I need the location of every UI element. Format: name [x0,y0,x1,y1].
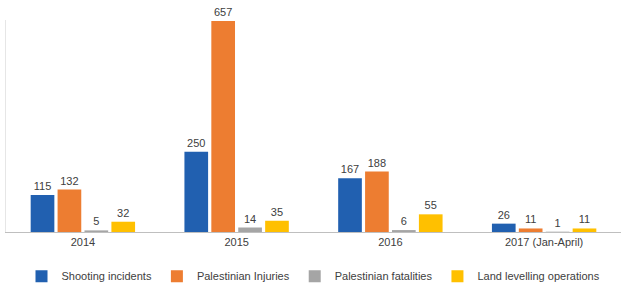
svg-text:Shooting incidents: Shooting incidents [62,270,152,282]
svg-text:Palestinian fatalities: Palestinian fatalities [335,270,433,282]
svg-text:2015: 2015 [224,236,248,248]
svg-text:2017 (Jan-April): 2017 (Jan-April) [505,236,583,248]
svg-text:32: 32 [117,207,129,219]
svg-text:26: 26 [498,209,510,221]
svg-text:35: 35 [271,206,283,218]
svg-text:2016: 2016 [378,236,402,248]
svg-text:250: 250 [187,137,205,149]
svg-text:14: 14 [244,213,256,225]
svg-text:1: 1 [555,217,561,229]
svg-text:167: 167 [341,163,359,175]
svg-text:5: 5 [93,215,99,227]
svg-text:657: 657 [214,6,232,18]
svg-text:115: 115 [34,180,52,192]
svg-text:11: 11 [579,213,590,225]
svg-text:Palestinian Injuries: Palestinian Injuries [197,270,290,282]
svg-text:188: 188 [368,157,386,169]
svg-text:55: 55 [425,199,437,211]
svg-text:Land levelling operations: Land levelling operations [477,270,599,282]
svg-text:6: 6 [401,215,407,227]
svg-text:2014: 2014 [71,236,95,248]
svg-text:11: 11 [525,213,536,225]
svg-text:132: 132 [60,175,78,187]
